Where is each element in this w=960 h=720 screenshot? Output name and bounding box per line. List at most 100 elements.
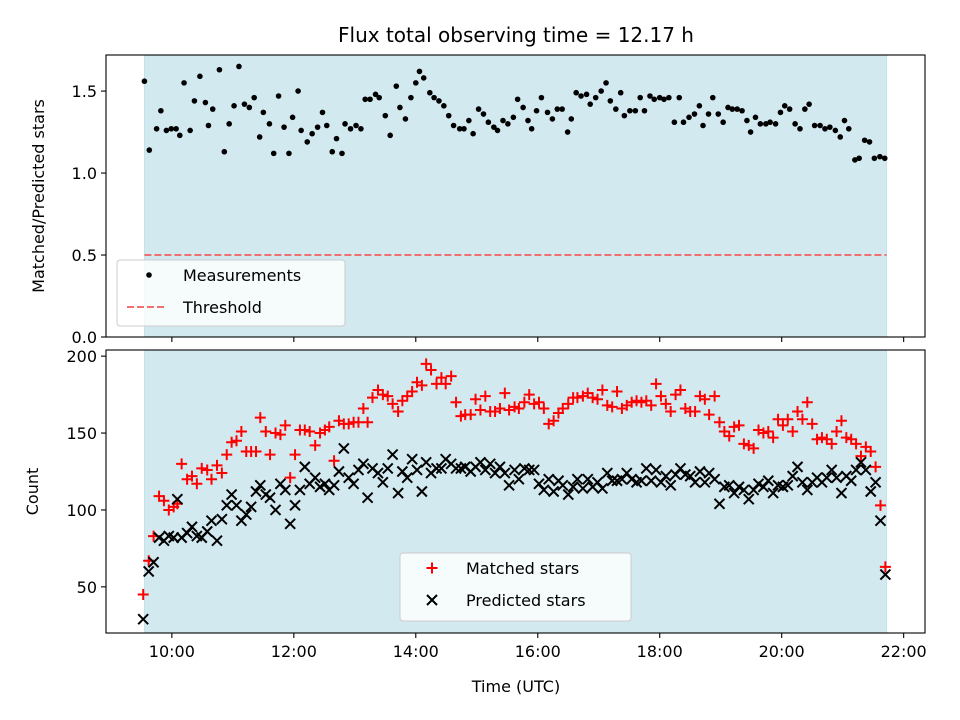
measurement-point — [656, 94, 663, 101]
predicted-star-point — [699, 476, 711, 488]
legend-label: Threshold — [182, 298, 262, 317]
predicted-star-point — [411, 464, 423, 476]
predicted-star-point — [821, 471, 833, 484]
matched-star-point — [626, 396, 638, 408]
matched-star-point — [289, 449, 301, 461]
predicted-star-point — [860, 464, 872, 476]
matched-star-point — [831, 426, 843, 438]
predicted-star-point — [869, 476, 882, 488]
predicted-star-point — [767, 487, 779, 499]
measurement-point — [304, 139, 311, 145]
measurement-point — [197, 73, 203, 80]
matched-star-point — [665, 406, 677, 418]
predicted-star-point — [435, 462, 448, 475]
measurement-point — [510, 114, 517, 121]
x-tick-label: 12:00 — [271, 642, 317, 661]
predicted-star-point — [835, 487, 848, 499]
predicted-star-point — [499, 467, 511, 479]
matched-star-point — [879, 561, 891, 573]
predicted-star-point — [484, 458, 496, 470]
matched-star-point — [855, 450, 867, 462]
measurement-point — [266, 121, 273, 127]
measurement-point — [146, 147, 153, 153]
chart-title: Flux total observing time = 12.17 h — [338, 23, 694, 47]
predicted-star-point — [640, 462, 653, 475]
measurement-point — [216, 66, 223, 73]
y-tick-label: 150 — [66, 424, 97, 443]
predicted-star-point — [738, 484, 750, 496]
measurement-point — [544, 109, 551, 116]
matched-star-point — [777, 419, 789, 431]
measurement-point — [494, 127, 501, 134]
measurement-point — [680, 119, 687, 126]
predicted-star-point — [801, 484, 814, 496]
measurement-point — [763, 121, 769, 127]
matched-star-point — [450, 396, 462, 408]
predicted-star-point — [513, 473, 525, 485]
measurement-point — [187, 127, 193, 134]
matched-star-point — [274, 429, 286, 441]
measurement-point — [260, 109, 267, 116]
matched-star-point — [270, 427, 282, 439]
measurement-point — [592, 94, 599, 101]
matched-star-point — [631, 395, 643, 407]
measurement-point — [767, 119, 773, 126]
measurement-point — [491, 124, 497, 130]
measurement-point — [806, 101, 812, 107]
predicted-star-point — [830, 471, 843, 484]
matched-star-point — [611, 386, 623, 398]
predicted-star-point — [377, 476, 389, 488]
predicted-star-point — [762, 475, 774, 487]
measurement-point — [739, 107, 745, 114]
count-panel: 50 100 150 200 10:00 12:00 14:00 16:00 18:00 20:0… — [23, 347, 927, 661]
measurement-point — [281, 124, 287, 130]
predicted-star-point — [645, 475, 657, 487]
matched-star-point — [748, 442, 760, 454]
matched-star-point — [635, 396, 647, 408]
measurement-point — [578, 93, 584, 99]
matched-star-point — [538, 402, 550, 414]
measurement-point — [752, 114, 759, 121]
measurement-point — [621, 112, 628, 119]
series-predicted-stars — [137, 442, 892, 625]
legend-label: Measurements — [183, 266, 301, 285]
measurement-point — [573, 89, 579, 96]
measurement-point — [173, 125, 179, 132]
matched-star-point — [840, 432, 852, 444]
predicted-star-point — [254, 479, 266, 492]
predicted-star-point — [392, 487, 404, 499]
ratio-panel: 0.0 0.5 1.0 1.5 Matched/Predicted stars Measu… — [29, 54, 926, 347]
predicted-star-point — [420, 456, 432, 468]
predicted-star-point — [567, 481, 579, 493]
matched-star-point — [425, 364, 437, 376]
measurement-point — [709, 94, 716, 101]
matched-star-point — [470, 393, 482, 405]
predicted-star-point — [694, 465, 706, 478]
measurement-point — [734, 106, 740, 112]
matched-star-point — [465, 409, 477, 421]
predicted-star-point — [689, 476, 701, 488]
measurement-point — [613, 106, 619, 112]
measurement-point — [295, 88, 301, 94]
measurement-point — [339, 150, 345, 157]
predicted-star-point — [382, 462, 394, 475]
predicted-star-point — [743, 493, 755, 505]
measurement-point — [696, 103, 703, 109]
predicted-star-point — [357, 458, 370, 470]
measurement-point — [408, 94, 414, 101]
predicted-star-point — [450, 462, 462, 475]
matched-star-point — [420, 358, 432, 370]
predicted-star-point — [855, 456, 867, 468]
matched-star-point — [499, 387, 511, 399]
measurement-point — [871, 155, 878, 162]
matched-star-point — [264, 449, 276, 461]
predicted-star-point — [543, 473, 555, 485]
measurement-point — [533, 107, 540, 114]
predicted-star-point — [596, 482, 609, 495]
predicted-star-point — [708, 473, 721, 485]
matched-star-point — [304, 426, 316, 438]
measurement-point — [587, 101, 594, 107]
matched-star-point — [235, 426, 247, 438]
measurement-point — [456, 125, 463, 132]
measurement-point — [725, 104, 731, 111]
